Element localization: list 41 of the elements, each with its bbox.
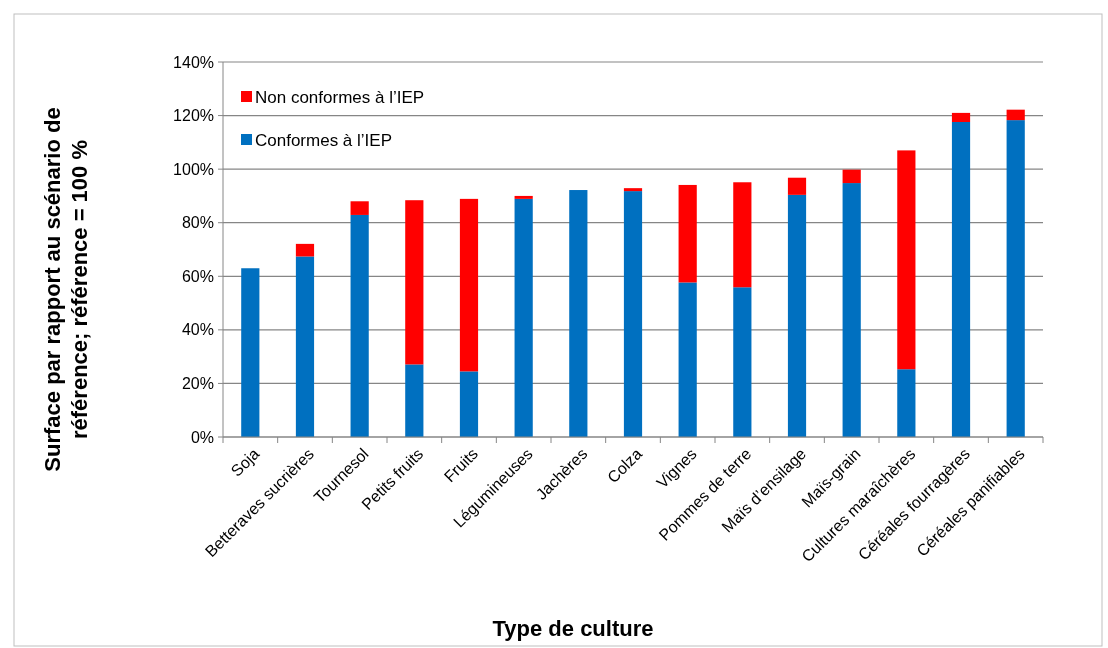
x-tick-label: Soja [227, 444, 263, 480]
y-tick-label: 80% [181, 214, 214, 232]
bar [459, 371, 479, 437]
legend-label: Conformes à l’IEP [255, 130, 392, 150]
bar [295, 256, 315, 437]
bar [459, 198, 479, 372]
bar [350, 201, 369, 215]
bar [623, 188, 643, 192]
legend-label: Non conformes à l’IEP [255, 87, 425, 107]
bar [514, 195, 533, 199]
bar [678, 282, 697, 437]
bar [951, 122, 971, 437]
y-tick-label: 120% [173, 107, 214, 125]
bar [897, 150, 916, 370]
bar [897, 369, 916, 437]
y-tick-label: 100% [173, 160, 214, 178]
bar [569, 190, 588, 437]
bar [514, 198, 533, 437]
bar [405, 364, 424, 437]
y-tick-label: 140% [173, 53, 214, 71]
y-tick-label: 40% [181, 321, 214, 339]
bar [842, 169, 861, 184]
bar [787, 177, 807, 195]
bar [350, 214, 369, 437]
y-axis-title: Surface par rapport au scénario de référence; référence = 100 % [40, 107, 92, 472]
x-axis-title: Type de culture [492, 616, 654, 641]
bar [405, 200, 424, 365]
y-tick-label: 0% [190, 428, 214, 446]
bar [678, 184, 697, 283]
bar [1006, 120, 1025, 437]
bar [733, 287, 752, 437]
bar [623, 191, 643, 437]
bar [733, 182, 752, 288]
bar [241, 268, 260, 437]
y-tick-label: 20% [181, 375, 214, 393]
bar [951, 112, 971, 122]
bar [842, 183, 861, 437]
bar [1006, 109, 1025, 121]
bar [295, 243, 315, 257]
y-tick-label: 60% [181, 267, 214, 285]
bar [787, 194, 807, 437]
